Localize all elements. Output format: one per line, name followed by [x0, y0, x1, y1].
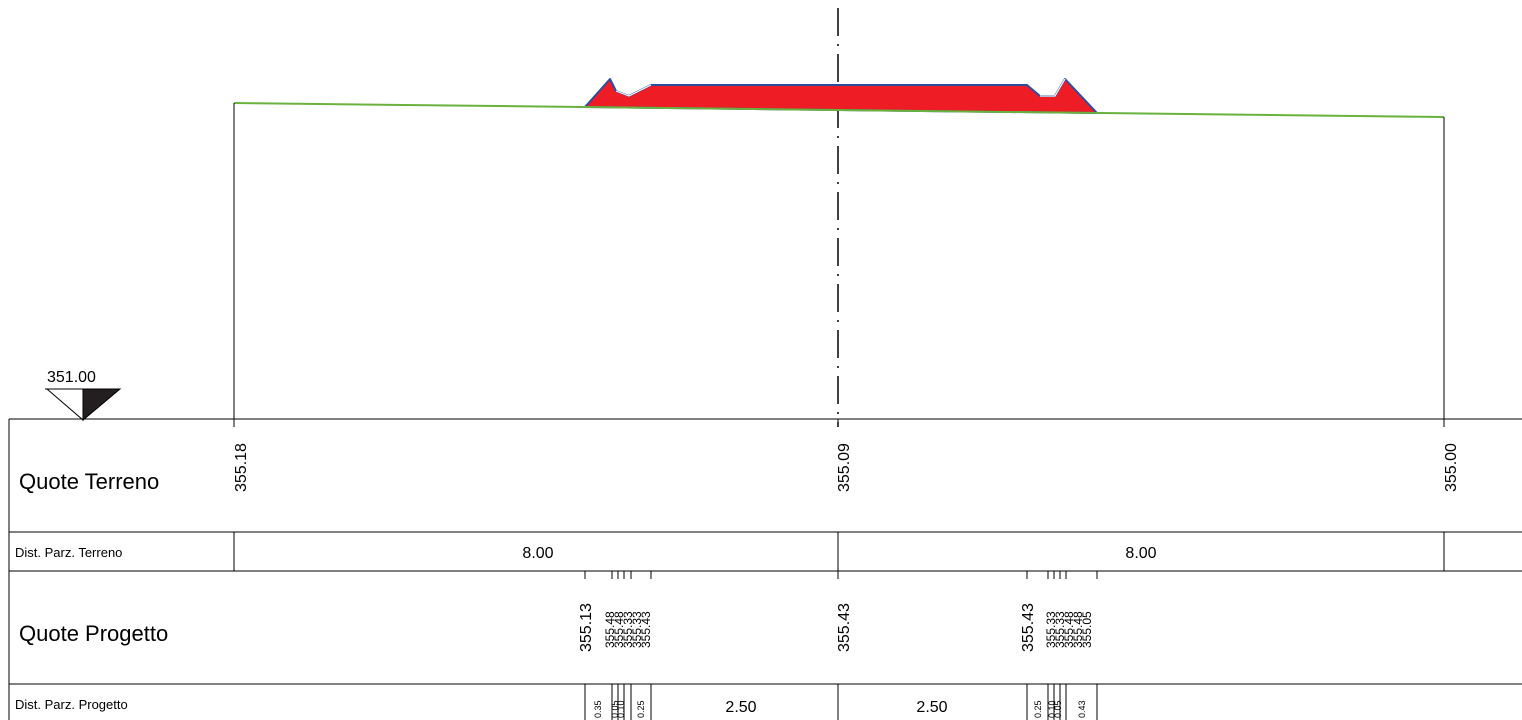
design-elevation-right-edge: 355.43 [1020, 603, 1037, 652]
datum-triangle-white [47, 389, 83, 420]
design-distance-right-small-3: 0.05 [1053, 700, 1063, 718]
row-label-ground-distances: Dist. Parz. Terreno [15, 545, 122, 560]
row-label-design-distances: Dist. Parz. Progetto [15, 697, 128, 712]
datum-value: 351.00 [47, 369, 96, 386]
design-distance-left-small-3: 0.10 [616, 700, 626, 718]
row-label-ground-elevations: Quote Terreno [19, 469, 159, 494]
design-distance-right-main: 2.50 [916, 699, 947, 716]
ground-elevation-right: 355.00 [1443, 443, 1460, 492]
design-elevation-left-edge: 355.13 [578, 603, 595, 652]
design-distance-right-small-1: 0.25 [1033, 700, 1043, 718]
ground-elevation-left: 355.18 [233, 443, 250, 492]
design-distance-left-main: 2.50 [725, 699, 756, 716]
design-distance-left-small-4: 0.25 [636, 700, 646, 718]
design-elevation-left-5: 355.43 [639, 611, 653, 648]
datum-triangle-black [83, 389, 120, 420]
design-distance-left-small-1: 0.35 [593, 700, 603, 718]
ground-distance-right: 8.00 [1125, 545, 1156, 562]
design-distance-right-small-4: 0.43 [1077, 700, 1087, 718]
design-elevation-center: 355.43 [836, 603, 853, 652]
ground-elevation-center: 355.09 [836, 443, 853, 492]
design-elevation-right-5: 355.05 [1080, 611, 1094, 648]
ground-distance-left: 8.00 [522, 545, 553, 562]
row-label-design-elevations: Quote Progetto [19, 621, 168, 646]
